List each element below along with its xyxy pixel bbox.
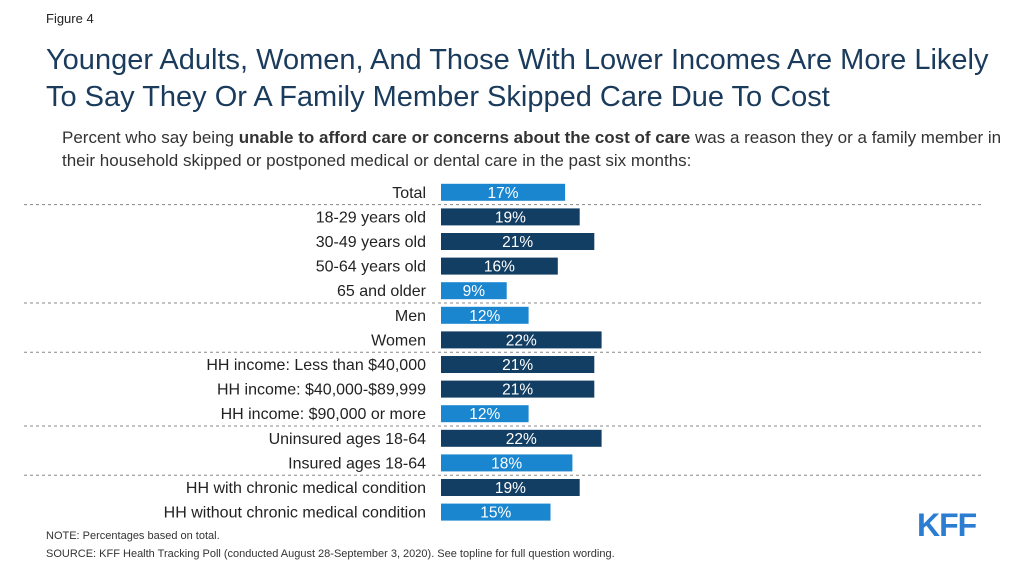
- bar: [441, 405, 529, 423]
- category-label: Women: [371, 332, 426, 349]
- chart-title: Younger Adults, Women, And Those With Lo…: [46, 44, 989, 113]
- bar-value-label: 12%: [469, 308, 500, 325]
- bar-value-label: 21%: [502, 382, 533, 399]
- category-label: 65 and older: [337, 283, 427, 300]
- bar-value-label: 22%: [506, 431, 537, 448]
- bar: [441, 356, 595, 373]
- bar-value-label: 21%: [502, 357, 533, 374]
- bar-value-label: 9%: [463, 283, 486, 300]
- category-label: HH income: Less than $40,000: [206, 357, 426, 374]
- category-label: 30-49 years old: [316, 234, 426, 251]
- bar: [441, 183, 566, 201]
- bar: [441, 257, 558, 275]
- bar-value-label: 15%: [480, 505, 511, 522]
- category-label: HH without chronic medical condition: [164, 505, 426, 522]
- bar: [441, 503, 551, 521]
- bar-value-label: 19%: [495, 480, 526, 497]
- category-label: 18-29 years old: [316, 209, 426, 226]
- figure-label: Figure 4: [46, 11, 94, 26]
- category-label: Insured ages 18-64: [288, 455, 426, 472]
- category-label: Total: [392, 185, 426, 202]
- bar: [441, 331, 602, 349]
- bar: [441, 429, 602, 447]
- bar: [441, 306, 529, 324]
- source-text: SOURCE: KFF Health Tracking Poll (conduc…: [46, 548, 615, 560]
- bar: [441, 208, 580, 226]
- bar: [441, 380, 595, 398]
- note-text: NOTE: Percentages based on total.: [46, 530, 220, 542]
- bar: [441, 479, 580, 496]
- bar-value-label: 18%: [491, 455, 522, 472]
- bar-value-label: 19%: [495, 209, 526, 226]
- bar: [441, 282, 507, 300]
- category-label: 50-64 years old: [316, 259, 426, 276]
- category-label: HH income: $40,000-$89,999: [217, 382, 426, 399]
- subtitle-text-end: was a reason they or a family member in …: [62, 128, 1002, 170]
- bar-value-label: 16%: [484, 259, 515, 276]
- chart-subtitle: Percent who say being unable to afford c…: [62, 126, 1012, 172]
- kff-logo: KFF: [917, 507, 977, 543]
- subtitle-text: Percent who say being: [62, 128, 239, 147]
- category-label: Men: [395, 308, 426, 325]
- bar-value-label: 22%: [506, 332, 537, 349]
- bar: [441, 233, 595, 250]
- category-label: Uninsured ages 18-64: [269, 431, 427, 448]
- category-label: HH income: $90,000 or more: [221, 406, 427, 423]
- bar-value-label: 21%: [502, 234, 533, 251]
- subtitle-emphasis: unable to afford care or concerns about …: [238, 128, 691, 147]
- bar-value-label: 12%: [469, 406, 500, 423]
- bar-value-label: 17%: [488, 185, 519, 202]
- bar: [441, 454, 573, 472]
- category-label: HH with chronic medical condition: [186, 480, 426, 497]
